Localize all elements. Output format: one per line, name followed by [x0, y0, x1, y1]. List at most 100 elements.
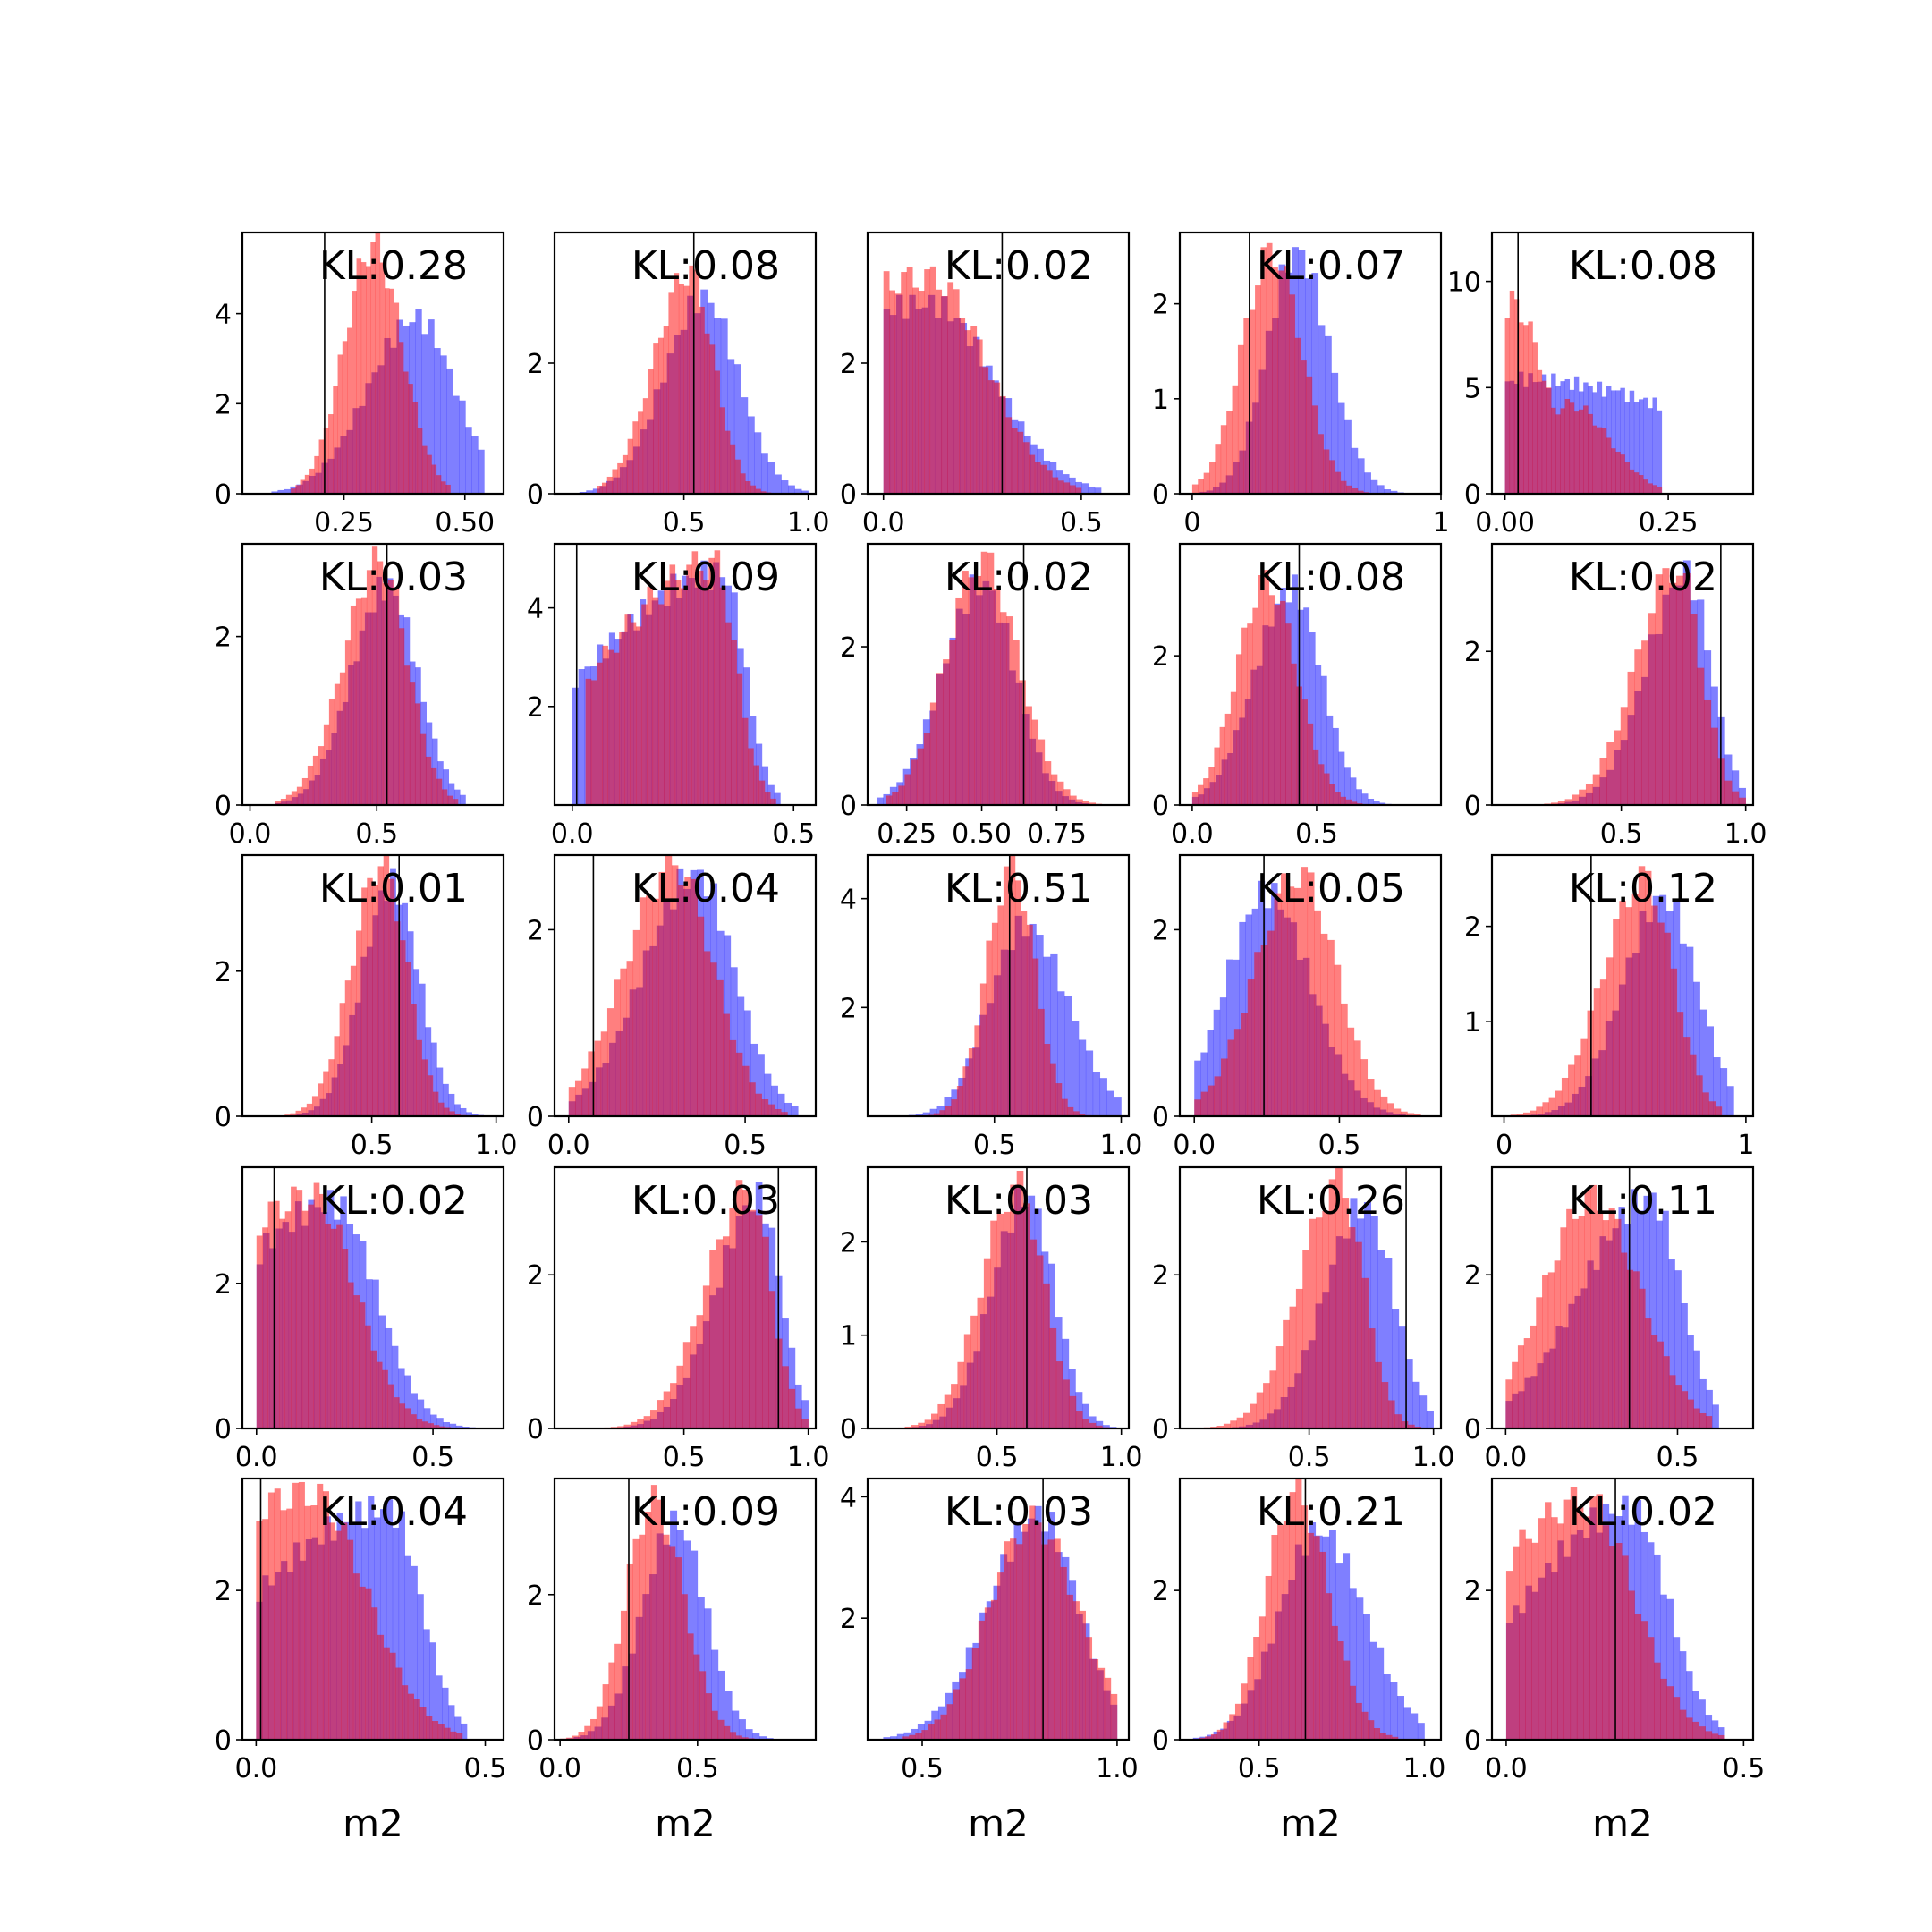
histogram-bar-red: [1682, 572, 1690, 805]
histogram-bar-red: [377, 866, 384, 1116]
histogram-bar-red: [275, 801, 282, 805]
y-tick-label: 1: [1152, 385, 1169, 416]
axes-frame: [1178, 542, 1443, 807]
histogram-bar-red: [1738, 797, 1746, 805]
histogram-bar-blue: [758, 1054, 765, 1116]
histogram-bar-blue: [775, 474, 782, 494]
series-red: [1191, 242, 1387, 494]
histogram-bar-red: [915, 1733, 922, 1740]
histogram-bar-red: [1252, 607, 1258, 805]
histogram-bar-red: [1696, 1075, 1703, 1116]
kl-annotation: KL:0.04: [319, 1489, 468, 1535]
histogram-bar-blue: [1713, 1057, 1721, 1116]
y-tick-label: 0: [1152, 1102, 1169, 1133]
histogram-bar-blue: [724, 1690, 733, 1740]
histogram-bar-red: [292, 1482, 300, 1740]
histogram-bar-blue: [448, 783, 455, 805]
histogram-bar-red: [377, 561, 384, 805]
histogram-bar-red: [1361, 1277, 1369, 1428]
histogram-bar-red: [1010, 1538, 1017, 1740]
histogram-bar-red: [1255, 285, 1261, 494]
histogram-bar-blue: [1657, 410, 1663, 494]
histogram-bar-red: [1699, 1412, 1707, 1428]
kl-annotation: KL:0.02: [1569, 555, 1717, 600]
histogram-bar-red: [279, 1218, 285, 1428]
histogram-bar-blue: [691, 1550, 699, 1740]
histogram-bar-red: [632, 929, 640, 1116]
histogram-bar-red: [749, 1082, 756, 1116]
histogram-bar-red: [584, 1725, 591, 1740]
histogram-bar-blue: [1738, 787, 1746, 805]
histogram-bar-red: [375, 233, 381, 494]
histogram-bar-red: [1004, 1541, 1011, 1740]
histogram-bar-red: [1608, 1208, 1615, 1428]
histogram-bar-red: [1690, 614, 1698, 805]
histogram-bar-red: [328, 414, 334, 494]
histogram-bar-red: [1599, 758, 1607, 805]
histogram-bar-red: [627, 438, 633, 494]
y-tick-label: 0: [840, 1414, 857, 1445]
histogram-bar-red: [1038, 1008, 1045, 1116]
histogram-bar-blue: [767, 784, 775, 805]
kl-annotation: KL:0.07: [1257, 243, 1405, 289]
histogram-bar-red: [1367, 1079, 1375, 1116]
histogram-bar-blue: [1643, 1195, 1650, 1428]
histogram-bar-red: [1044, 761, 1052, 805]
histogram-bar-red: [454, 1114, 461, 1116]
x-tick-label: 1: [1737, 1130, 1754, 1161]
y-tick-label: 0: [1152, 1414, 1169, 1445]
histogram-bar-red: [1043, 1283, 1050, 1428]
histogram-bar-blue: [391, 1345, 399, 1428]
histogram-bar-red: [1327, 939, 1335, 1116]
histogram-bar-red: [352, 291, 357, 494]
histogram-bar-blue: [761, 766, 769, 805]
histogram-bar-red: [1318, 434, 1324, 494]
x-tick-label: 1.0: [1100, 1442, 1143, 1473]
histogram-bar-red: [360, 262, 367, 494]
kl-annotation: KL:0.02: [945, 243, 1093, 289]
histogram-bar-red: [740, 473, 746, 494]
histogram-bar-red: [657, 1400, 665, 1428]
histogram-bar-red: [1663, 1356, 1670, 1428]
histogram-bar-red: [398, 342, 404, 494]
histogram-bar-blue: [1615, 390, 1621, 494]
histogram-bar-red: [735, 1052, 743, 1116]
x-axis-label: m2: [655, 1801, 716, 1845]
histogram-bar-red: [901, 272, 908, 494]
histogram-bar-red: [602, 482, 608, 494]
histogram-bar-blue: [741, 397, 749, 494]
axes-frame: [241, 542, 505, 807]
histogram-bar-red: [708, 557, 715, 805]
histogram-bar-red: [323, 427, 329, 494]
histogram-bar-blue: [1078, 1039, 1087, 1116]
histogram-bar-blue: [284, 488, 291, 494]
histogram-bar-red: [620, 1610, 628, 1740]
histogram-bar-blue: [801, 1400, 809, 1428]
histogram-bar-red: [1031, 719, 1039, 805]
histogram-bar-red: [617, 1426, 624, 1428]
histogram-bar-blue: [478, 449, 485, 494]
histogram-bar-red: [1360, 1059, 1368, 1116]
histogram-bar-red: [1572, 794, 1580, 805]
y-tick-label: 2: [215, 389, 232, 420]
histogram-bar-blue: [411, 1393, 418, 1428]
histogram-bar-red: [1097, 1667, 1106, 1740]
series-red: [256, 1481, 463, 1740]
histogram-bar-red: [350, 605, 357, 805]
histogram-bar-red: [949, 640, 956, 805]
histogram-bar-red: [669, 1546, 676, 1740]
histogram-bar-red: [371, 546, 378, 805]
histogram-bar-red: [976, 339, 983, 494]
kl-annotation: KL:0.03: [319, 555, 468, 600]
histogram-bar-red: [1606, 957, 1614, 1116]
x-tick-label: 0.25: [877, 818, 936, 850]
histogram-bar-red: [1256, 1392, 1264, 1428]
kl-annotation: KL:0.02: [1569, 1489, 1717, 1535]
histogram-bar-red: [1293, 887, 1301, 1116]
histogram-bar-red: [1632, 1271, 1640, 1428]
histogram-bar-red: [1029, 454, 1036, 494]
histogram-bar-red: [974, 575, 982, 805]
histogram-bar-red: [775, 1108, 782, 1116]
x-tick-label: 0.0: [235, 1442, 278, 1473]
histogram-bar-blue: [1106, 1090, 1114, 1116]
